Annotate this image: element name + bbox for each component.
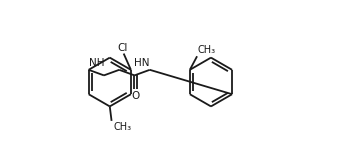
Text: Cl: Cl bbox=[118, 43, 128, 53]
Text: O: O bbox=[131, 91, 140, 101]
Text: NH: NH bbox=[89, 58, 104, 68]
Text: CH₃: CH₃ bbox=[113, 122, 131, 132]
Text: CH₃: CH₃ bbox=[198, 45, 216, 55]
Text: HN: HN bbox=[134, 58, 150, 68]
